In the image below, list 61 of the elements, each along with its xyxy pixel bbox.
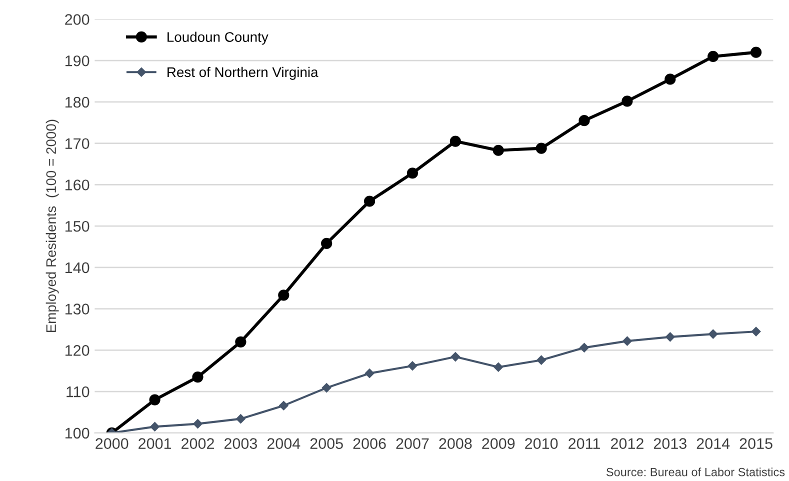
x-tick-label: 2007 [396,438,429,449]
point [578,115,590,126]
point [193,419,202,428]
x-tick-label: 2003 [224,438,258,449]
y-tick-label: 200 [65,14,90,25]
y-tick-label: 150 [65,220,90,232]
source-note: Source: Bureau of Labor Statistics [606,468,785,476]
x-tick-label: 2011 [568,438,600,449]
legend-label: Loudoun County [168,32,268,45]
point [494,362,503,372]
point [408,361,418,371]
point [536,355,546,365]
x-tick-label: 2015 [740,438,772,449]
point [708,329,718,339]
point [321,238,332,249]
y-tick-label: 190 [65,55,90,66]
point [150,422,160,432]
point [149,394,160,406]
point [450,352,460,362]
point [235,336,246,348]
x-tick-label: 2000 [96,438,128,449]
y-axis-title: Employed Residents (100 = 2000) [46,120,59,332]
point [278,290,290,301]
x-tick-label: 2008 [439,438,472,449]
x-tick-label: 2009 [482,438,515,449]
point [750,46,762,58]
point [622,96,633,107]
point [279,400,288,410]
point [708,50,719,62]
y-tick-label: 180 [65,96,90,108]
x-tick-label: 2004 [267,438,300,449]
point [492,144,504,156]
y-tick-label: 140 [65,262,90,274]
x-tick-label: 2005 [310,438,343,449]
x-tick-label: 2014 [696,438,730,449]
y-tick-label: 110 [66,386,90,398]
legend-label: Rest of Northern Virginia [168,66,318,80]
point [666,332,675,342]
x-tick-label: 2013 [654,438,686,449]
y-tick-label: 120 [65,345,90,356]
point [364,368,374,378]
x-tick-label: 2012 [610,438,644,449]
y-tick-label: 170 [65,138,90,150]
point [580,343,589,352]
point [622,336,632,346]
y-tick-label: 130 [65,304,90,314]
point [322,383,332,392]
point [192,372,204,383]
point [450,136,461,147]
point [406,168,418,179]
y-tick-label: 160 [65,180,90,190]
point [751,326,761,336]
x-tick-label: 2006 [353,438,386,449]
y-tick-label: 100 [65,428,90,439]
point [364,196,376,207]
point [664,74,676,85]
x-tick-label: 2001 [138,438,172,449]
point [236,414,246,424]
x-tick-label: 2010 [525,438,558,449]
x-tick-label: 2002 [182,438,214,449]
point [536,142,547,154]
